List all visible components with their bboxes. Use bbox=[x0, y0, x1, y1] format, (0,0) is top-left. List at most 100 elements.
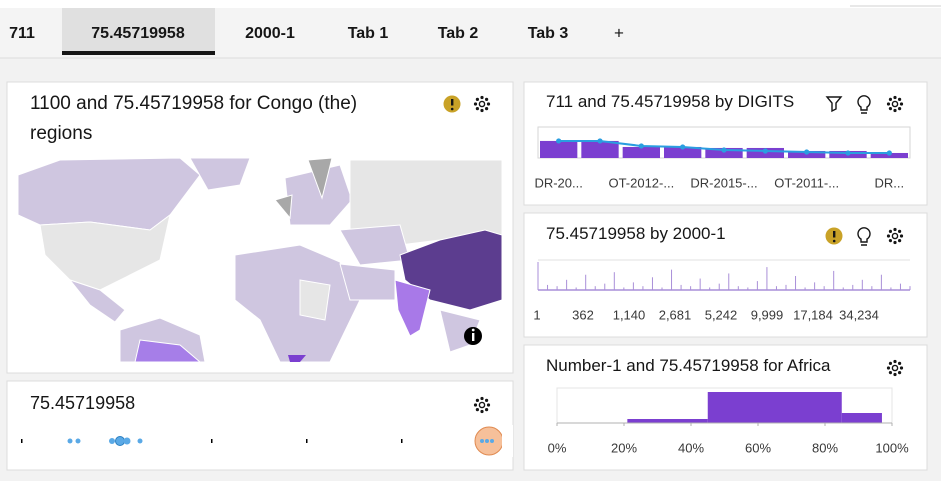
bulb-icon[interactable] bbox=[857, 95, 871, 114]
bar bbox=[705, 147, 743, 158]
active-tab bbox=[62, 8, 215, 55]
hist-bar bbox=[841, 413, 882, 423]
bar-card bbox=[523, 81, 928, 206]
x-tick-label: OT-2012-... bbox=[608, 175, 674, 190]
tick bbox=[306, 439, 308, 443]
country bbox=[189, 157, 251, 191]
gear-dot bbox=[480, 95, 484, 100]
point bbox=[597, 138, 603, 144]
tab-label[interactable]: Tab 3 bbox=[528, 25, 569, 42]
country bbox=[394, 279, 431, 337]
active-tab-underline bbox=[62, 51, 215, 55]
x-tick-label: OT-2011-... bbox=[774, 175, 839, 190]
dot bbox=[480, 439, 484, 443]
gear-dot bbox=[475, 407, 480, 412]
gear-dot bbox=[893, 359, 897, 364]
gear-dot bbox=[486, 102, 491, 106]
map bbox=[17, 157, 503, 363]
gear-dot bbox=[484, 106, 489, 111]
x-tick-label: 80% bbox=[812, 440, 838, 455]
dot-strip bbox=[21, 425, 513, 457]
gear-dot bbox=[897, 97, 902, 102]
point bbox=[721, 147, 727, 153]
map-title: 1100 and 75.45719958 for Congo (the) reg… bbox=[30, 93, 358, 144]
gear-dot bbox=[480, 396, 484, 401]
x-tick-label: 9,999 bbox=[751, 307, 784, 322]
spike-card bbox=[523, 212, 928, 338]
country bbox=[288, 355, 306, 362]
warning-dot bbox=[832, 239, 836, 243]
dot bbox=[67, 438, 73, 444]
tab-label[interactable]: 75.45719958 bbox=[91, 25, 185, 42]
gear-dot bbox=[893, 108, 897, 113]
tab-label[interactable]: Tab 1 bbox=[348, 25, 389, 42]
gear-center[interactable] bbox=[891, 364, 899, 372]
x-tick-label: 1,140 bbox=[613, 307, 646, 322]
country bbox=[307, 157, 333, 200]
hist-bar bbox=[707, 392, 842, 423]
icons bbox=[443, 95, 871, 246]
gear-dot bbox=[486, 403, 491, 407]
gear-dot bbox=[886, 366, 891, 370]
gear-dot bbox=[475, 97, 480, 102]
tab-label[interactable]: 2000-1 bbox=[245, 25, 295, 42]
gear-dot bbox=[480, 108, 484, 113]
warning-mark bbox=[833, 231, 836, 238]
top-strip bbox=[0, 0, 941, 8]
gear-dot bbox=[893, 95, 897, 100]
gear-dot bbox=[886, 234, 891, 238]
gear-dot bbox=[886, 102, 891, 106]
bulb-icon[interactable] bbox=[857, 227, 871, 246]
gear-dot bbox=[888, 229, 893, 234]
gear-dot bbox=[473, 403, 478, 407]
bar bbox=[540, 140, 578, 158]
dot bbox=[137, 438, 143, 444]
gear-center[interactable] bbox=[478, 100, 486, 108]
dot bbox=[115, 436, 125, 446]
info-icon-dot bbox=[471, 328, 475, 332]
dot bbox=[485, 439, 489, 443]
hist-bar bbox=[627, 419, 708, 423]
x-tick-label: 20% bbox=[611, 440, 637, 455]
tab-label[interactable]: 711 bbox=[9, 25, 35, 42]
gear-dot bbox=[888, 238, 893, 243]
point bbox=[845, 150, 851, 156]
country bbox=[234, 244, 361, 363]
spike-title: 75.45719958 by 2000-1 bbox=[546, 224, 726, 243]
tick bbox=[211, 439, 213, 443]
gear-dot bbox=[888, 97, 893, 102]
gear-dot bbox=[897, 229, 902, 234]
gear-dot bbox=[888, 106, 893, 111]
bar-title: 711 and 75.45719958 by DIGITS bbox=[546, 92, 795, 111]
country bbox=[274, 194, 293, 220]
x-tick-label: 17,184 bbox=[793, 307, 833, 322]
x-tick-label: 34,234 bbox=[839, 307, 879, 322]
dot bbox=[123, 437, 131, 445]
gear-dot bbox=[893, 240, 897, 245]
x-tick-label: 1 bbox=[533, 307, 540, 322]
country bbox=[68, 278, 126, 323]
hist-title: Number-1 and 75.45719958 for Africa bbox=[546, 356, 831, 375]
gear-center[interactable] bbox=[891, 100, 899, 108]
tab-label[interactable]: Tab 2 bbox=[438, 25, 479, 42]
tab-label[interactable]: + bbox=[614, 23, 624, 42]
x-tick-label: DR-20... bbox=[534, 175, 582, 190]
gear-dot bbox=[899, 366, 904, 370]
dot bbox=[490, 439, 494, 443]
gear-dot bbox=[888, 361, 893, 366]
filter-icon[interactable] bbox=[825, 96, 843, 113]
gear-dot bbox=[484, 398, 489, 403]
gear-dot bbox=[897, 370, 902, 375]
gear-center[interactable] bbox=[891, 232, 899, 240]
gear-dot bbox=[897, 361, 902, 366]
point bbox=[804, 149, 810, 155]
x-tick-label: 100% bbox=[875, 440, 909, 455]
gear-center[interactable] bbox=[478, 401, 486, 409]
point bbox=[762, 148, 768, 154]
x-tick-label: 362 bbox=[572, 307, 594, 322]
gear-dot bbox=[475, 398, 480, 403]
dot bbox=[109, 438, 115, 444]
country bbox=[299, 279, 331, 321]
tick bbox=[21, 439, 23, 443]
